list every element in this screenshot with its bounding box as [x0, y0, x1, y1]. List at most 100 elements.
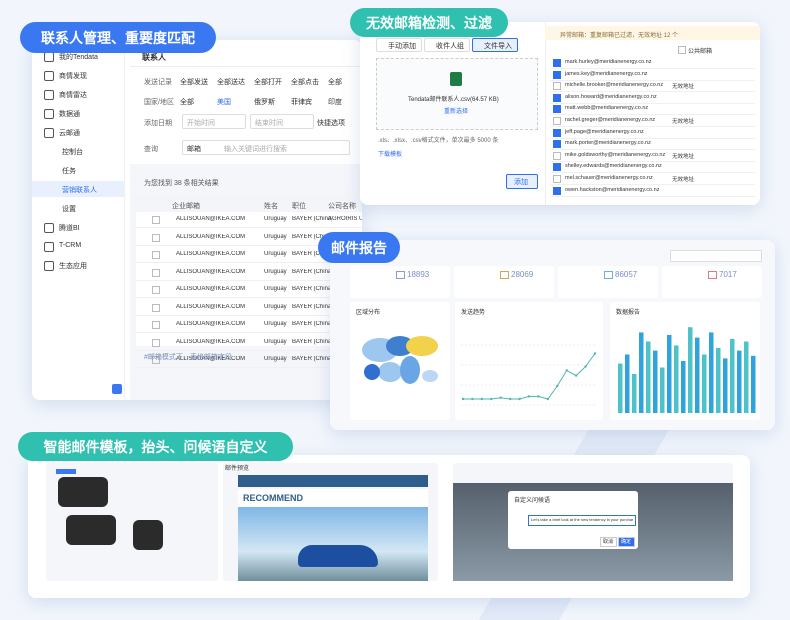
- dialog-button[interactable]: [618, 537, 635, 547]
- cell: ALLISOUAN@IKEA.COM: [176, 356, 246, 362]
- cell: BAYER (China): [292, 303, 332, 310]
- menu-item[interactable]: 云邮通: [59, 130, 80, 137]
- filter-option[interactable]: 全部送达: [217, 79, 245, 86]
- stat-icon: [708, 271, 717, 279]
- bar: [660, 367, 665, 413]
- email: jeff.page@meridianenergy.co.nz: [565, 128, 644, 135]
- row-line: [136, 227, 362, 228]
- filter-option[interactable]: 全部点击: [291, 79, 319, 86]
- dialog-button-label: 取消: [603, 539, 614, 545]
- filter-option[interactable]: 俄罗斯: [254, 99, 275, 106]
- filter-option[interactable]: 美国: [217, 99, 231, 106]
- bar: [723, 358, 728, 413]
- collapse-button[interactable]: [112, 384, 122, 394]
- contacts-panel: 我的Tendata 商情发现商情雷达数据通云邮通控制台任务营销联系人设置腾道BI T…: [32, 40, 362, 400]
- query-field: 邮箱: [187, 146, 201, 153]
- row-line: [550, 160, 755, 162]
- cell: ALLISOUAN@IKEA.COM: [176, 303, 246, 310]
- email: rachel.greger@meridianenergy.co.nz: [565, 117, 656, 123]
- date-start: 开始时间: [187, 120, 215, 127]
- upload-box: [376, 58, 538, 130]
- reselect[interactable]: 重新选择: [444, 109, 469, 115]
- table-header: [136, 196, 362, 212]
- tab[interactable]: [472, 38, 518, 52]
- row-line: [136, 262, 362, 263]
- cell: BAYER (China): [292, 233, 332, 240]
- email: matt.webb@meridianenergy.co.nz: [565, 105, 649, 112]
- table-footer: #邮箱模式下，表格邮箱字段: [144, 354, 232, 361]
- menu-item[interactable]: 营销联系人: [62, 187, 97, 194]
- dialog-button[interactable]: [600, 537, 617, 547]
- recommend: RECOMMEND: [243, 493, 303, 503]
- trend-point: [461, 397, 465, 401]
- product-image: [133, 520, 163, 550]
- row-checkbox: [553, 105, 561, 114]
- row-line: [550, 126, 755, 127]
- chart-title: 区域分布: [356, 310, 381, 316]
- badge: 智能邮件模板，抬头、问候语自定义: [18, 432, 293, 461]
- menu-item[interactable]: 数据通: [59, 111, 80, 118]
- map-region: [422, 370, 438, 382]
- menu-item[interactable]: T-CRM: [59, 242, 82, 249]
- add-button[interactable]: [506, 174, 538, 189]
- email: mel.schauer@meridianenergy.co.nz: [565, 175, 653, 181]
- menu-item[interactable]: 商情雷达: [59, 92, 87, 99]
- filter-label: 查询: [144, 146, 158, 153]
- menu-active: [32, 181, 124, 197]
- chart-title: 数据报告: [616, 310, 641, 316]
- trend-point: [490, 397, 493, 401]
- menu-icon: [44, 52, 54, 62]
- menu-icon: [44, 90, 54, 100]
- chart: [362, 336, 438, 384]
- greeting[interactable]: Let's take a brief look at the new tende…: [531, 517, 633, 522]
- tab[interactable]: [424, 38, 470, 52]
- row-checkbox: [553, 59, 561, 67]
- menu-item[interactable]: 控制台: [62, 149, 83, 156]
- tab-label: 手动添加: [388, 43, 416, 50]
- filter-option[interactable]: 全部: [180, 99, 194, 106]
- filter-option[interactable]: 全部打开: [254, 79, 282, 86]
- menu-icon: [44, 109, 54, 119]
- map-region: [378, 362, 402, 382]
- menu-item[interactable]: 设置: [62, 206, 76, 213]
- product-image: [66, 515, 116, 545]
- bar: [618, 363, 623, 413]
- menu-item[interactable]: 商情发现: [59, 73, 87, 80]
- mail-header: [238, 475, 428, 487]
- menu-item[interactable]: 腾道BI: [59, 225, 80, 232]
- row-checkbox: [553, 186, 561, 195]
- menu-item[interactable]: 我的Tendata: [59, 54, 98, 61]
- file-name: Tendata邮件联系人.csv(64.57 KB): [408, 97, 499, 103]
- stat-value: 28069: [511, 270, 534, 279]
- sidebar: [32, 40, 125, 400]
- cell: Uruguay: [264, 216, 287, 222]
- tab[interactable]: [376, 38, 422, 52]
- row-line: [550, 195, 755, 197]
- filter-option[interactable]: 印度: [328, 99, 342, 106]
- filter-option[interactable]: 菲律宾: [291, 99, 312, 106]
- notice: 异常邮箱：重复邮箱已过滤，无效地址 12 个: [560, 33, 679, 39]
- row-checkbox: [553, 82, 561, 91]
- bar: [646, 341, 651, 413]
- email: michelle.brooker@meridianenergy.co.nz: [565, 82, 664, 89]
- bar: [730, 338, 735, 413]
- menu-item[interactable]: 任务: [62, 168, 76, 175]
- bar: [751, 355, 756, 413]
- result-count: 为您找到 38 条相关结果: [144, 180, 219, 187]
- template-link[interactable]: 下载模板: [378, 152, 403, 158]
- quick-button[interactable]: 快捷选项: [317, 120, 345, 127]
- stat-value: 18893: [407, 270, 430, 279]
- select-box: [670, 250, 762, 262]
- templates-panel: 邮件预览 RECOMMEND 自定义问候语 Let's take a brief lo…: [28, 455, 750, 598]
- menu-item[interactable]: 生态应用: [59, 263, 87, 270]
- filter-option[interactable]: 全部: [328, 79, 342, 86]
- row-line: [550, 149, 755, 151]
- row-checkbox: [152, 233, 160, 242]
- cell: BAYER (China): [292, 286, 332, 292]
- email: james.key@meridianenergy.co.nz: [565, 70, 648, 77]
- bar: [695, 337, 700, 413]
- row-line: [550, 79, 755, 81]
- status: 无效地址: [672, 177, 695, 183]
- filter-option[interactable]: 全部发送: [180, 79, 208, 86]
- query-input[interactable]: 输入关键词进行搜索: [224, 146, 287, 153]
